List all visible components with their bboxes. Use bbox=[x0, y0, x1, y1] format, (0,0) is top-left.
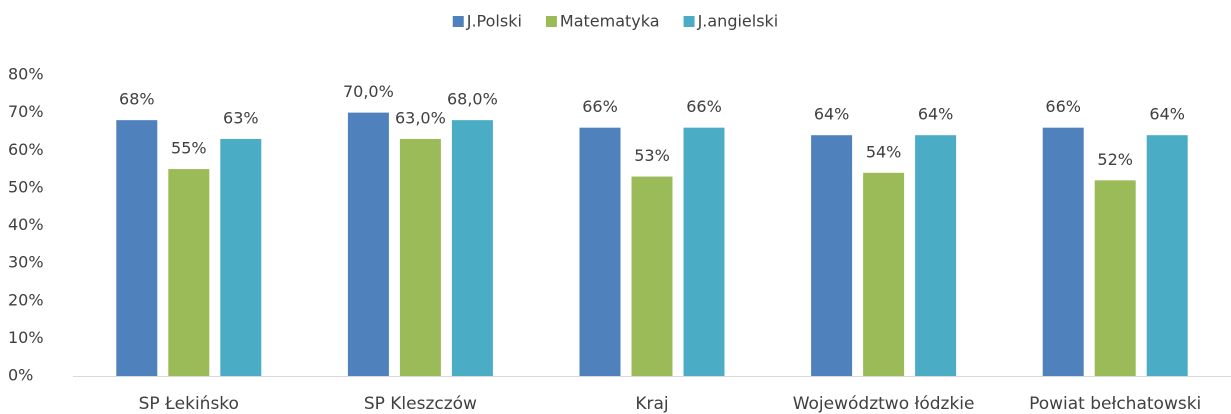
x-tick-label: SP Łekińsko bbox=[139, 394, 239, 414]
bar bbox=[168, 169, 210, 376]
legend-label: J.angielski bbox=[697, 12, 779, 31]
value-label: 63,0% bbox=[395, 108, 446, 127]
value-label: 63% bbox=[223, 108, 259, 127]
bar bbox=[915, 135, 957, 376]
y-tick-label: 30% bbox=[8, 253, 44, 272]
y-tick-label: 20% bbox=[8, 290, 44, 309]
value-label: 64% bbox=[918, 105, 954, 124]
x-tick-label: SP Kleszczów bbox=[364, 394, 477, 414]
bar bbox=[579, 127, 621, 376]
y-tick-label: 50% bbox=[8, 177, 44, 196]
y-tick-label: 70% bbox=[8, 102, 44, 121]
y-tick-label: 60% bbox=[8, 140, 44, 159]
legend-swatch bbox=[683, 16, 695, 27]
bar bbox=[1094, 180, 1136, 376]
y-tick-label: 10% bbox=[8, 328, 44, 347]
y-tick-label: 0% bbox=[8, 366, 33, 385]
value-label: 68,0% bbox=[447, 90, 498, 109]
bar bbox=[1146, 135, 1188, 376]
value-label: 70,0% bbox=[343, 82, 394, 101]
bar bbox=[863, 172, 905, 376]
bar bbox=[811, 135, 853, 376]
value-label: 68% bbox=[119, 90, 155, 109]
value-label: 54% bbox=[866, 142, 902, 161]
y-tick-label: 40% bbox=[8, 215, 44, 234]
legend-swatch bbox=[545, 16, 557, 27]
y-tick-label: 80% bbox=[8, 65, 44, 84]
value-label: 66% bbox=[582, 97, 618, 116]
legend-swatch bbox=[452, 16, 464, 27]
bar bbox=[631, 176, 673, 376]
value-label: 66% bbox=[1045, 97, 1081, 116]
x-tick-label: Powiat bełchatowski bbox=[1029, 394, 1201, 414]
value-label: 64% bbox=[814, 105, 850, 124]
legend-label: J.Polski bbox=[466, 12, 522, 31]
bar bbox=[220, 138, 262, 376]
value-label: 66% bbox=[686, 97, 722, 116]
value-label: 53% bbox=[634, 146, 670, 165]
legend-label: Matematyka bbox=[560, 12, 660, 31]
x-tick-label: Województwo łódzkie bbox=[793, 394, 975, 414]
bar bbox=[1042, 127, 1084, 376]
bar bbox=[399, 138, 441, 376]
bar bbox=[347, 112, 389, 376]
value-label: 64% bbox=[1149, 105, 1185, 124]
value-label: 52% bbox=[1097, 150, 1133, 169]
value-label: 55% bbox=[171, 139, 207, 158]
bar bbox=[451, 120, 493, 377]
bar bbox=[683, 127, 725, 376]
bar bbox=[116, 120, 158, 377]
x-tick-label: Kraj bbox=[635, 394, 668, 414]
